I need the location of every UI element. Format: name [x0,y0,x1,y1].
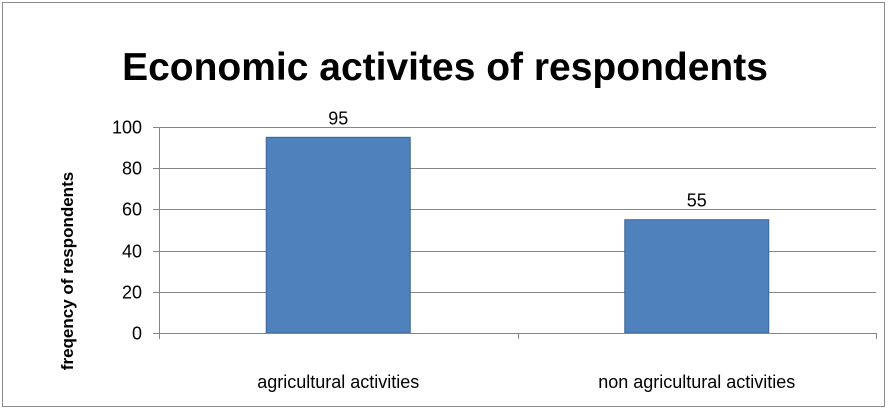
axes [153,127,877,339]
bar-0 [265,136,411,334]
data-label-1: 55 [687,191,707,211]
bar-chart: Economic activites of respondents freqen… [58,46,877,392]
x-tick-label-0: agricultural activities [257,372,419,392]
x-tick-labels: agricultural activities non agricultural … [257,372,795,392]
data-labels: 95 55 [328,108,707,210]
y-tick-labels: 0 20 40 60 80 100 [112,118,142,344]
y-tick-label-20: 20 [122,283,142,303]
y-tick-label-60: 60 [122,200,142,220]
y-tick-label-80: 80 [122,159,142,179]
bar-1 [624,219,770,334]
y-axis-label: freqency of respondents [58,172,77,370]
bars [265,136,770,334]
y-tick-label-0: 0 [132,324,142,344]
x-tick-label-1: non agricultural activities [598,372,795,392]
data-label-0: 95 [328,108,348,128]
y-tick-label-40: 40 [122,242,142,262]
y-tick-label-100: 100 [112,118,142,138]
chart-title: Economic activites of respondents [122,46,768,89]
